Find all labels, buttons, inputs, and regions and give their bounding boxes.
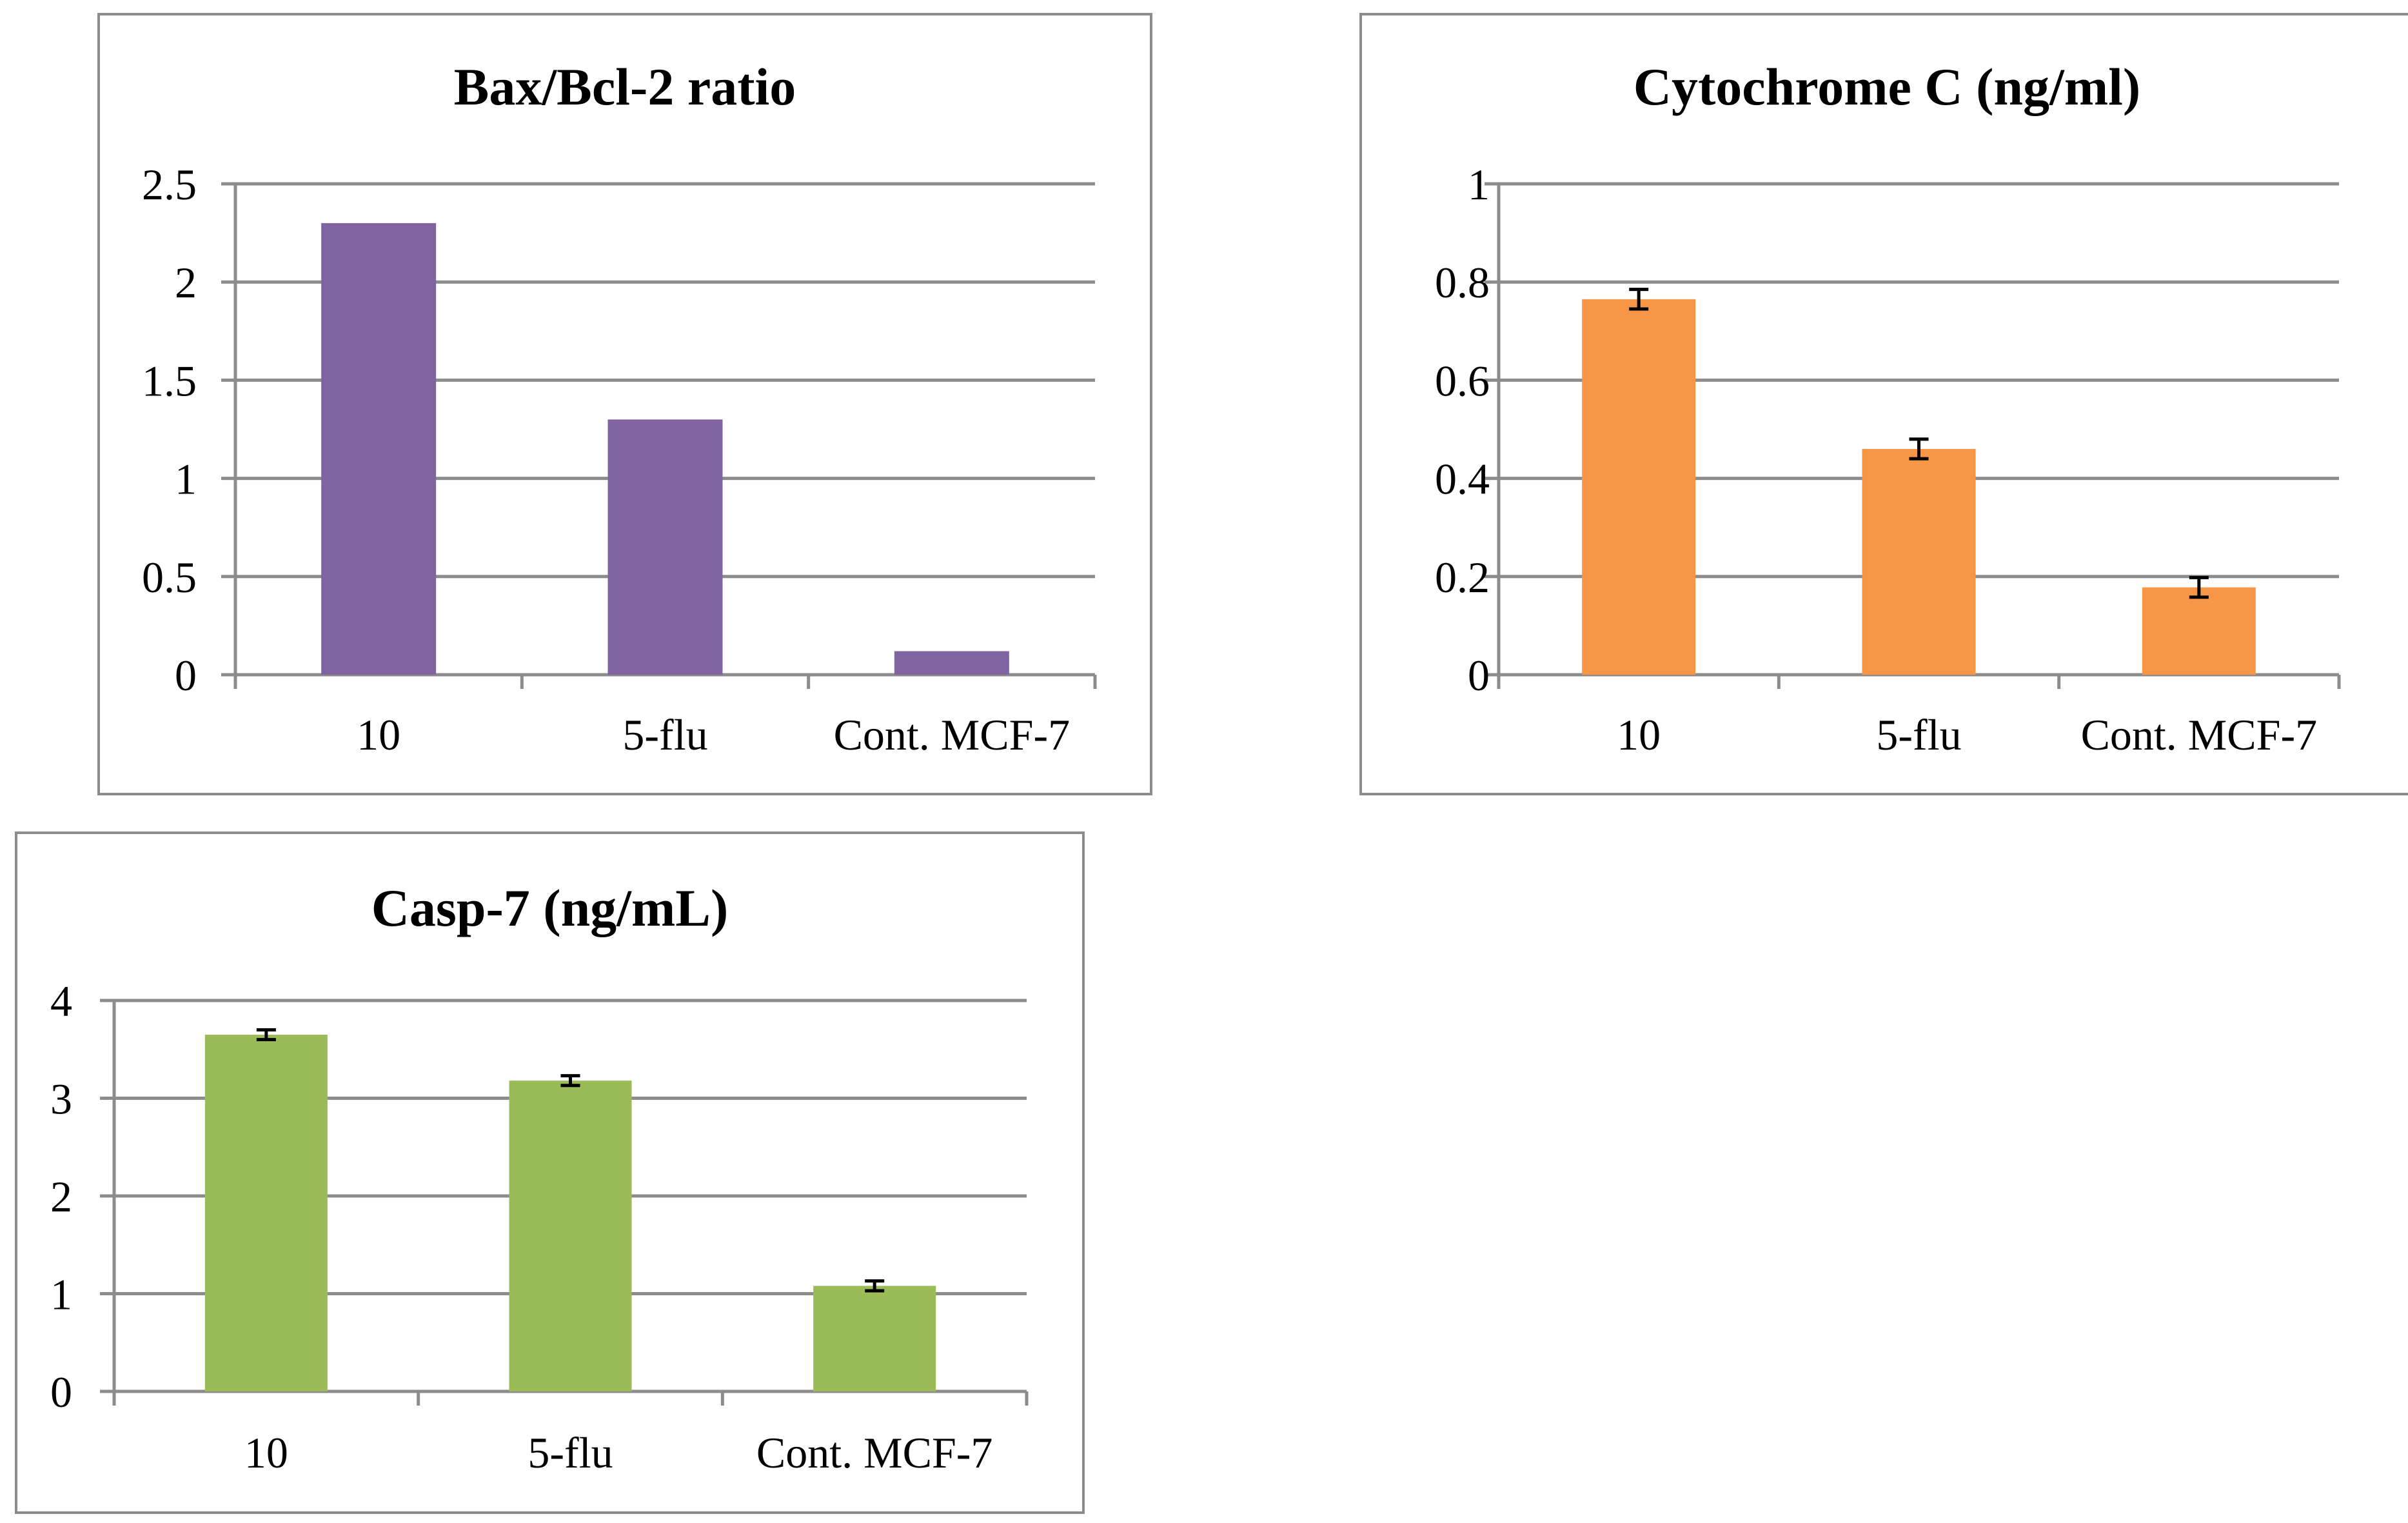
- bar-2: [607, 419, 723, 675]
- y-tick-label: 0: [1468, 651, 1490, 700]
- bar-3: [813, 1286, 936, 1391]
- x-tick-label: 10: [244, 1428, 288, 1477]
- bar-1: [204, 1035, 328, 1391]
- y-tick-label: 2.5: [142, 160, 197, 209]
- y-tick-label: 4: [50, 977, 72, 1026]
- y-tick-label: 1.5: [142, 356, 197, 405]
- bar-3: [2142, 587, 2256, 675]
- chart-title: Casp-7 (ng/mL): [371, 879, 729, 937]
- x-tick-label: 10: [357, 710, 400, 759]
- chart-panel-2: Cytochrome C (ng/ml) 0 0.2 0.4 0.6 0.8 1 10 5-fl…: [1359, 13, 2408, 795]
- chart-title: Bax/Bcl-2 ratio: [454, 57, 796, 116]
- bar-1: [1582, 299, 1696, 675]
- x-tick-label: 5-flu: [528, 1428, 613, 1477]
- x-tick-label: Cont. MCF-7: [834, 710, 1071, 759]
- x-tick-label: Cont. MCF-7: [756, 1428, 993, 1477]
- y-tick-label: 0: [50, 1368, 72, 1417]
- y-tick-label: 2: [175, 258, 197, 307]
- y-tick-label: 3: [50, 1075, 72, 1124]
- y-tick-label: 1: [175, 455, 197, 504]
- chart-frame: [1359, 13, 2408, 795]
- y-tick-label: 0.6: [1435, 356, 1490, 405]
- y-tick-label: 0.4: [1435, 455, 1490, 504]
- bar-1: [321, 223, 437, 675]
- chart-panel-1: Bax/Bcl-2 ratio 0 0.5 1 1.5 2 2.5 10 5-flu Cont. …: [97, 13, 1152, 795]
- bar-2: [509, 1080, 632, 1391]
- x-tick-label: 10: [1617, 710, 1661, 759]
- y-tick-label: 0.2: [1435, 553, 1490, 602]
- y-tick-label: 0.8: [1435, 258, 1490, 307]
- chart-panel-3: Casp-7 (ng/mL) 0 1 2 3 4 10 5-flu Cont. MCF-7: [15, 831, 1085, 1514]
- chart-title: Cytochrome C (ng/ml): [1633, 57, 2140, 116]
- x-tick-label: Cont. MCF-7: [2081, 710, 2318, 759]
- x-tick-label: 5-flu: [1876, 710, 1961, 759]
- y-tick-label: 0: [175, 651, 197, 700]
- y-tick-label: 2: [50, 1172, 72, 1221]
- y-tick-label: 1: [1468, 160, 1490, 209]
- y-tick-label: 1: [50, 1270, 72, 1319]
- bar-2: [1862, 448, 1976, 675]
- y-tick-label: 0.5: [142, 553, 197, 602]
- bar-3: [894, 651, 1009, 675]
- chart-frame: [97, 13, 1152, 795]
- x-tick-label: 5-flu: [622, 710, 707, 759]
